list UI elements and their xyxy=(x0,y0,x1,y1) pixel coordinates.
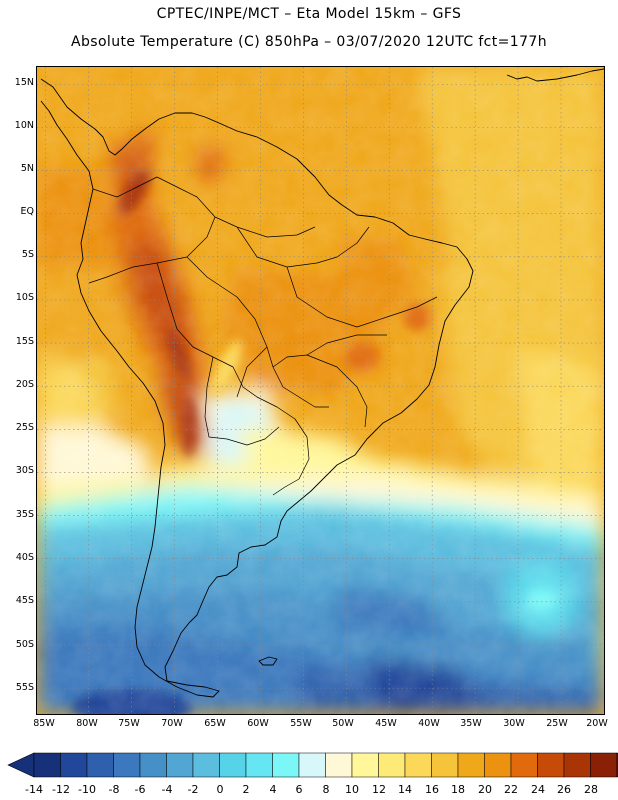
lon-label: 35W xyxy=(460,718,482,729)
colorbar-cell xyxy=(431,752,459,778)
lat-label: 10N xyxy=(14,120,34,131)
lon-label: 65W xyxy=(204,718,226,729)
colorbar-cell xyxy=(457,752,485,778)
colorbar-cell xyxy=(245,752,273,778)
colorbar-label: -12 xyxy=(52,783,70,796)
lon-label: 30W xyxy=(503,718,525,729)
lon-label: 45W xyxy=(375,718,397,729)
colorbar-label: 14 xyxy=(398,783,412,796)
lat-label: EQ xyxy=(20,206,34,217)
map-title: CPTEC/INPE/MCT – Eta Model 15km – GFS xyxy=(156,6,462,22)
country-borders xyxy=(88,176,438,496)
colorbar-label: 0 xyxy=(216,783,224,796)
colorbar-cell xyxy=(590,752,618,778)
falkland-islands xyxy=(258,656,278,666)
lat-label: 5N xyxy=(20,163,34,174)
colorbar-label: -2 xyxy=(187,783,199,796)
colorbar-label: 20 xyxy=(478,783,492,796)
lon-label: 60W xyxy=(247,718,269,729)
colorbar-label: -14 xyxy=(25,783,43,796)
colorbar-lower-arrow xyxy=(7,752,35,778)
colorbar-cell xyxy=(298,752,326,778)
colorbar-label: 10 xyxy=(345,783,359,796)
south-america-coastline xyxy=(40,78,474,698)
colorbar-label: 16 xyxy=(425,783,439,796)
lon-label: 85W xyxy=(33,718,55,729)
colorbar-cell xyxy=(351,752,379,778)
colorbar-cell xyxy=(510,752,538,778)
gridlines xyxy=(37,67,604,714)
colorbar-cell xyxy=(325,752,353,778)
colorbar-label: 22 xyxy=(504,783,518,796)
field-texture xyxy=(37,67,604,714)
colorbar-label: 24 xyxy=(531,783,545,796)
lat-label: 35S xyxy=(15,509,34,520)
lat-label: 45S xyxy=(15,595,34,606)
map-panel xyxy=(36,66,605,715)
colorbar-cell xyxy=(60,752,88,778)
colorbar-cell xyxy=(113,752,141,778)
colorbar-cell xyxy=(139,752,167,778)
colorbar-cell xyxy=(192,752,220,778)
coastlines-borders xyxy=(40,68,604,698)
colorbar xyxy=(7,752,618,778)
colorbar-label: 8 xyxy=(322,783,330,796)
colorbar-label: 6 xyxy=(295,783,303,796)
colorbar-label: -6 xyxy=(134,783,146,796)
lon-label: 55W xyxy=(290,718,312,729)
colorbar-cell xyxy=(537,752,565,778)
colorbar-label: 28 xyxy=(584,783,598,796)
colorbar-cell xyxy=(378,752,406,778)
colorbar-cell xyxy=(404,752,432,778)
lon-label: 80W xyxy=(76,718,98,729)
colorbar-label: -8 xyxy=(108,783,120,796)
colorbar-label: 4 xyxy=(269,783,277,796)
lat-label: 30S xyxy=(15,465,34,476)
colorbar-cell xyxy=(563,752,591,778)
colorbar-label: 26 xyxy=(557,783,571,796)
colorbar-cell xyxy=(166,752,194,778)
lat-label: 5S xyxy=(21,249,34,260)
temperature-map xyxy=(37,67,604,714)
lat-label: 10S xyxy=(15,292,34,303)
colorbar-cell xyxy=(86,752,114,778)
lon-label: 40W xyxy=(418,718,440,729)
colorbar-label: 12 xyxy=(372,783,386,796)
colorbar-cell xyxy=(272,752,300,778)
lat-label: 55S xyxy=(15,682,34,693)
colorbar-label: 18 xyxy=(451,783,465,796)
lon-label: 75W xyxy=(118,718,140,729)
lat-label: 20S xyxy=(15,379,34,390)
colorbar-label: -4 xyxy=(161,783,173,796)
lat-label: 15S xyxy=(15,336,34,347)
lat-label: 40S xyxy=(15,552,34,563)
lat-label: 25S xyxy=(15,422,34,433)
lat-label: 50S xyxy=(15,639,34,650)
lat-label: 15N xyxy=(14,77,34,88)
colorbar-cell xyxy=(33,752,61,778)
lon-label: 25W xyxy=(546,718,568,729)
colorbar-label: -10 xyxy=(78,783,96,796)
colorbar-label: 2 xyxy=(242,783,250,796)
lon-label: 70W xyxy=(161,718,183,729)
colorbar-cell xyxy=(219,752,247,778)
map-subtitle: Absolute Temperature (C) 850hPa – 03/07/… xyxy=(70,34,547,50)
colorbar-cell xyxy=(484,752,512,778)
lon-label: 50W xyxy=(332,718,354,729)
lon-label: 20W xyxy=(586,718,608,729)
caribbean-coast xyxy=(506,68,604,82)
